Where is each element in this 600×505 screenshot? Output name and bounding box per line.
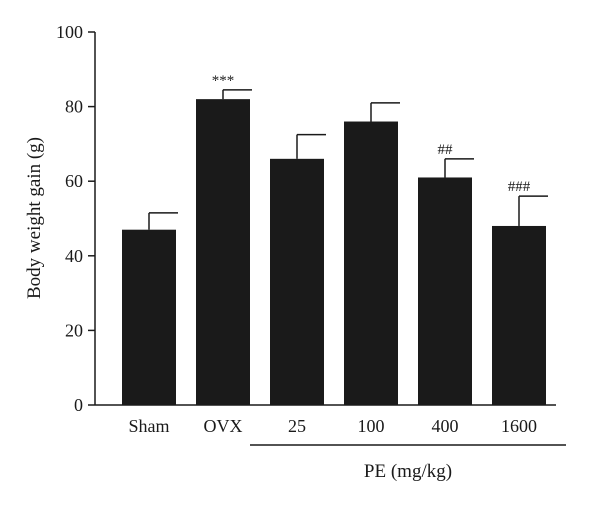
- group-label: PE (mg/kg): [364, 461, 452, 482]
- x-tick-label: 400: [432, 416, 459, 436]
- x-tick-labels: Sham OVX 25 100 400 1600: [128, 416, 537, 436]
- y-axis-title: Body weight gain (g): [24, 137, 45, 299]
- bar-400: [418, 177, 472, 405]
- y-tick-label: 0: [74, 395, 83, 415]
- x-tick-label: OVX: [204, 416, 243, 436]
- x-tick-label: Sham: [128, 416, 169, 436]
- significance-mark: ###: [508, 179, 531, 195]
- y-tick-label: 80: [65, 97, 83, 117]
- error-bars: [148, 89, 548, 230]
- significance-annotations: ***#####: [212, 73, 531, 195]
- bar-Sham: [122, 229, 176, 405]
- significance-mark: ***: [212, 73, 235, 89]
- y-tick-label: 40: [65, 246, 83, 266]
- bar-25: [270, 158, 324, 405]
- y-tick-label: 60: [65, 171, 83, 191]
- x-tick-label: 1600: [501, 416, 537, 436]
- y-tick-label: 20: [65, 320, 83, 340]
- bar-OVX: [196, 99, 250, 405]
- y-tick-label: 100: [56, 22, 83, 42]
- x-tick-label: 100: [358, 416, 385, 436]
- bars: [122, 99, 546, 406]
- bar-100: [344, 121, 398, 406]
- y-axis: 0 20 40 60 80 100: [56, 22, 96, 415]
- significance-mark: ##: [438, 142, 454, 158]
- bar-1600: [492, 225, 546, 405]
- x-tick-label: 25: [288, 416, 306, 436]
- group-bracket: PE (mg/kg): [250, 444, 566, 482]
